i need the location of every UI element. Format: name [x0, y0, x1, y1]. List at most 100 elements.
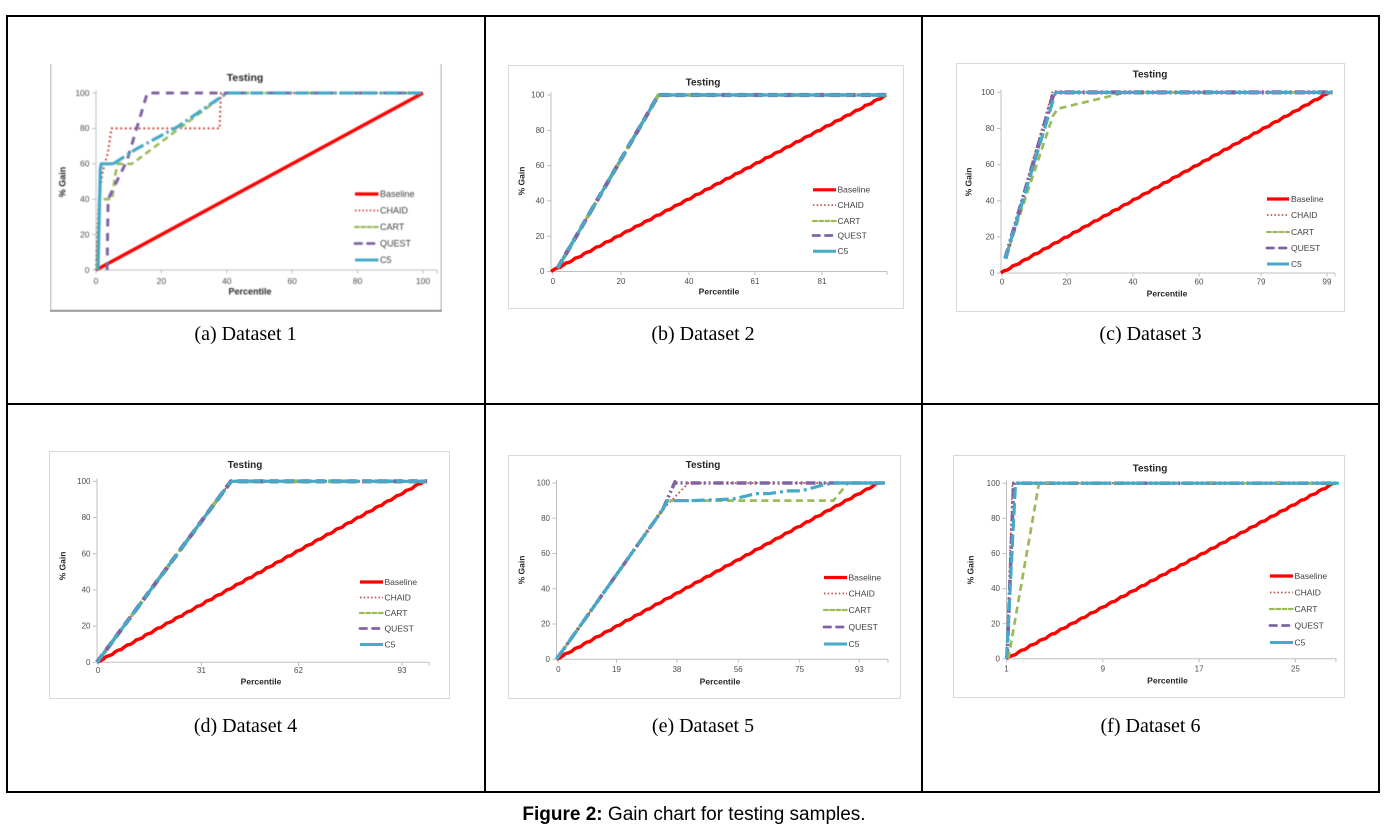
svg-text:CHAID: CHAID	[838, 200, 864, 210]
svg-text:0: 0	[1000, 278, 1005, 287]
svg-text:CART: CART	[1291, 227, 1314, 237]
svg-text:80: 80	[541, 514, 550, 523]
svg-text:100: 100	[416, 276, 430, 286]
svg-text:QUEST: QUEST	[849, 622, 878, 632]
svg-text:1: 1	[1004, 665, 1009, 674]
svg-text:Baseline: Baseline	[385, 577, 418, 587]
svg-text:QUEST: QUEST	[1295, 620, 1324, 630]
svg-text:% Gain: % Gain	[516, 556, 526, 585]
svg-text:CART: CART	[849, 605, 872, 615]
svg-text:Baseline: Baseline	[838, 185, 871, 195]
svg-text:% Gain: % Gain	[57, 552, 67, 581]
svg-text:0: 0	[996, 654, 1001, 663]
svg-text:% Gain: % Gain	[963, 168, 973, 197]
svg-text:% Gain: % Gain	[57, 167, 67, 198]
svg-text:56: 56	[734, 665, 743, 674]
svg-text:0: 0	[86, 658, 91, 667]
svg-text:CART: CART	[1295, 604, 1318, 614]
svg-text:20: 20	[617, 277, 626, 286]
svg-text:81: 81	[818, 277, 827, 286]
svg-text:20: 20	[536, 232, 545, 241]
svg-text:40: 40	[82, 586, 91, 595]
svg-text:0: 0	[546, 655, 551, 664]
svg-text:Testing: Testing	[686, 78, 721, 89]
svg-text:40: 40	[541, 584, 550, 593]
svg-text:C5: C5	[1291, 259, 1302, 269]
svg-text:60: 60	[80, 159, 90, 169]
svg-text:CART: CART	[380, 222, 405, 232]
svg-text:40: 40	[685, 277, 694, 286]
svg-text:Testing: Testing	[1133, 70, 1168, 81]
svg-text:60: 60	[541, 549, 550, 558]
svg-text:100: 100	[531, 91, 545, 100]
svg-text:CHAID: CHAID	[849, 588, 875, 598]
svg-text:80: 80	[353, 276, 363, 286]
svg-text:Baseline: Baseline	[849, 572, 882, 582]
svg-text:20: 20	[82, 622, 91, 631]
svg-text:Baseline: Baseline	[380, 189, 415, 199]
svg-text:QUEST: QUEST	[838, 230, 867, 240]
svg-text:Testing: Testing	[686, 460, 721, 471]
svg-text:80: 80	[80, 123, 90, 133]
svg-text:CART: CART	[385, 608, 408, 618]
svg-text:40: 40	[986, 196, 995, 205]
svg-text:Percentile: Percentile	[699, 286, 740, 296]
svg-text:CHAID: CHAID	[1291, 210, 1317, 220]
svg-text:17: 17	[1195, 665, 1204, 674]
svg-text:% Gain: % Gain	[965, 556, 975, 585]
svg-text:% Gain: % Gain	[516, 167, 526, 196]
svg-text:60: 60	[991, 549, 1000, 558]
svg-text:100: 100	[987, 479, 1001, 488]
svg-text:0: 0	[551, 277, 556, 286]
svg-text:9: 9	[1101, 665, 1106, 674]
svg-text:QUEST: QUEST	[380, 238, 412, 248]
svg-text:20: 20	[991, 619, 1000, 628]
svg-text:100: 100	[981, 88, 995, 97]
svg-text:60: 60	[536, 161, 545, 170]
svg-text:99: 99	[1323, 278, 1332, 287]
svg-text:CHAID: CHAID	[380, 205, 409, 215]
svg-text:40: 40	[80, 194, 90, 204]
svg-text:0: 0	[540, 267, 545, 276]
svg-text:0: 0	[96, 666, 101, 675]
svg-text:0: 0	[556, 665, 561, 674]
svg-text:40: 40	[991, 584, 1000, 593]
svg-text:CHAID: CHAID	[385, 592, 411, 602]
svg-text:20: 20	[80, 229, 90, 239]
svg-text:0: 0	[85, 265, 90, 275]
svg-text:62: 62	[294, 666, 303, 675]
svg-text:60: 60	[1195, 278, 1204, 287]
svg-text:Baseline: Baseline	[1291, 194, 1324, 204]
svg-text:Baseline: Baseline	[1295, 571, 1328, 581]
svg-text:93: 93	[855, 665, 864, 674]
svg-text:Percentile: Percentile	[1147, 288, 1188, 298]
svg-text:75: 75	[795, 665, 804, 674]
svg-text:Testing: Testing	[228, 460, 263, 471]
svg-text:20: 20	[157, 276, 167, 286]
svg-text:80: 80	[991, 514, 1000, 523]
svg-text:100: 100	[537, 479, 551, 488]
svg-text:C5: C5	[380, 255, 392, 265]
svg-text:C5: C5	[849, 639, 860, 649]
svg-text:Percentile: Percentile	[241, 676, 282, 686]
svg-text:93: 93	[398, 666, 407, 675]
svg-text:80: 80	[986, 124, 995, 133]
svg-text:C5: C5	[838, 246, 849, 256]
svg-text:60: 60	[986, 160, 995, 169]
svg-text:20: 20	[541, 620, 550, 629]
svg-text:60: 60	[82, 549, 91, 558]
svg-text:80: 80	[82, 513, 91, 522]
svg-text:100: 100	[75, 88, 89, 98]
svg-text:100: 100	[77, 477, 91, 486]
svg-text:38: 38	[672, 665, 681, 674]
svg-text:31: 31	[197, 666, 206, 675]
svg-text:QUEST: QUEST	[1291, 243, 1320, 253]
svg-text:40: 40	[1129, 278, 1138, 287]
svg-text:CHAID: CHAID	[1295, 587, 1321, 597]
svg-text:Testing: Testing	[227, 72, 264, 84]
svg-text:0: 0	[990, 269, 995, 278]
svg-text:40: 40	[222, 276, 232, 286]
svg-text:60: 60	[287, 276, 297, 286]
svg-text:QUEST: QUEST	[385, 623, 414, 633]
svg-text:Percentile: Percentile	[700, 676, 741, 686]
